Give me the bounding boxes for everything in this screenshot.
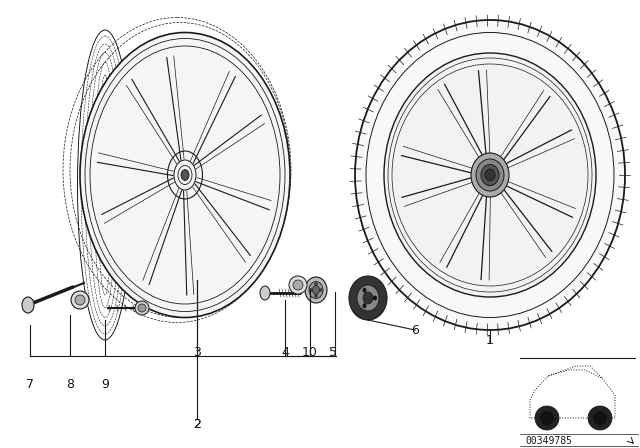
Circle shape xyxy=(138,304,146,312)
Circle shape xyxy=(319,289,323,292)
Ellipse shape xyxy=(349,276,387,320)
Text: 4: 4 xyxy=(281,345,289,358)
Circle shape xyxy=(540,411,554,425)
Ellipse shape xyxy=(373,296,377,301)
Ellipse shape xyxy=(485,169,495,181)
Ellipse shape xyxy=(471,153,509,197)
Ellipse shape xyxy=(309,281,323,298)
Text: 00349785: 00349785 xyxy=(525,436,572,446)
Ellipse shape xyxy=(22,297,34,313)
Circle shape xyxy=(310,289,312,292)
Ellipse shape xyxy=(355,20,625,330)
Ellipse shape xyxy=(384,53,596,297)
Circle shape xyxy=(593,411,607,425)
Text: 10: 10 xyxy=(302,345,318,358)
Text: 2: 2 xyxy=(193,418,201,431)
Text: 6: 6 xyxy=(411,323,419,336)
Ellipse shape xyxy=(357,285,379,311)
Text: 9: 9 xyxy=(101,379,109,392)
Circle shape xyxy=(314,283,317,285)
Circle shape xyxy=(535,406,559,430)
Ellipse shape xyxy=(312,285,319,294)
Circle shape xyxy=(71,291,89,309)
Ellipse shape xyxy=(362,288,367,293)
Circle shape xyxy=(588,406,612,430)
Circle shape xyxy=(314,294,317,297)
Ellipse shape xyxy=(481,164,499,185)
Text: 2: 2 xyxy=(193,418,201,431)
Text: 3: 3 xyxy=(193,345,201,358)
Ellipse shape xyxy=(182,171,189,180)
Ellipse shape xyxy=(362,303,367,308)
Circle shape xyxy=(75,295,85,305)
Ellipse shape xyxy=(260,286,270,300)
Text: 5: 5 xyxy=(329,345,337,358)
Ellipse shape xyxy=(476,159,504,191)
Text: 8: 8 xyxy=(66,379,74,392)
Circle shape xyxy=(289,276,307,294)
Text: 7: 7 xyxy=(26,379,34,392)
Ellipse shape xyxy=(80,33,290,318)
Ellipse shape xyxy=(305,277,327,303)
Ellipse shape xyxy=(363,292,373,304)
Circle shape xyxy=(293,280,303,290)
Circle shape xyxy=(135,301,149,315)
Text: 1: 1 xyxy=(486,333,494,346)
